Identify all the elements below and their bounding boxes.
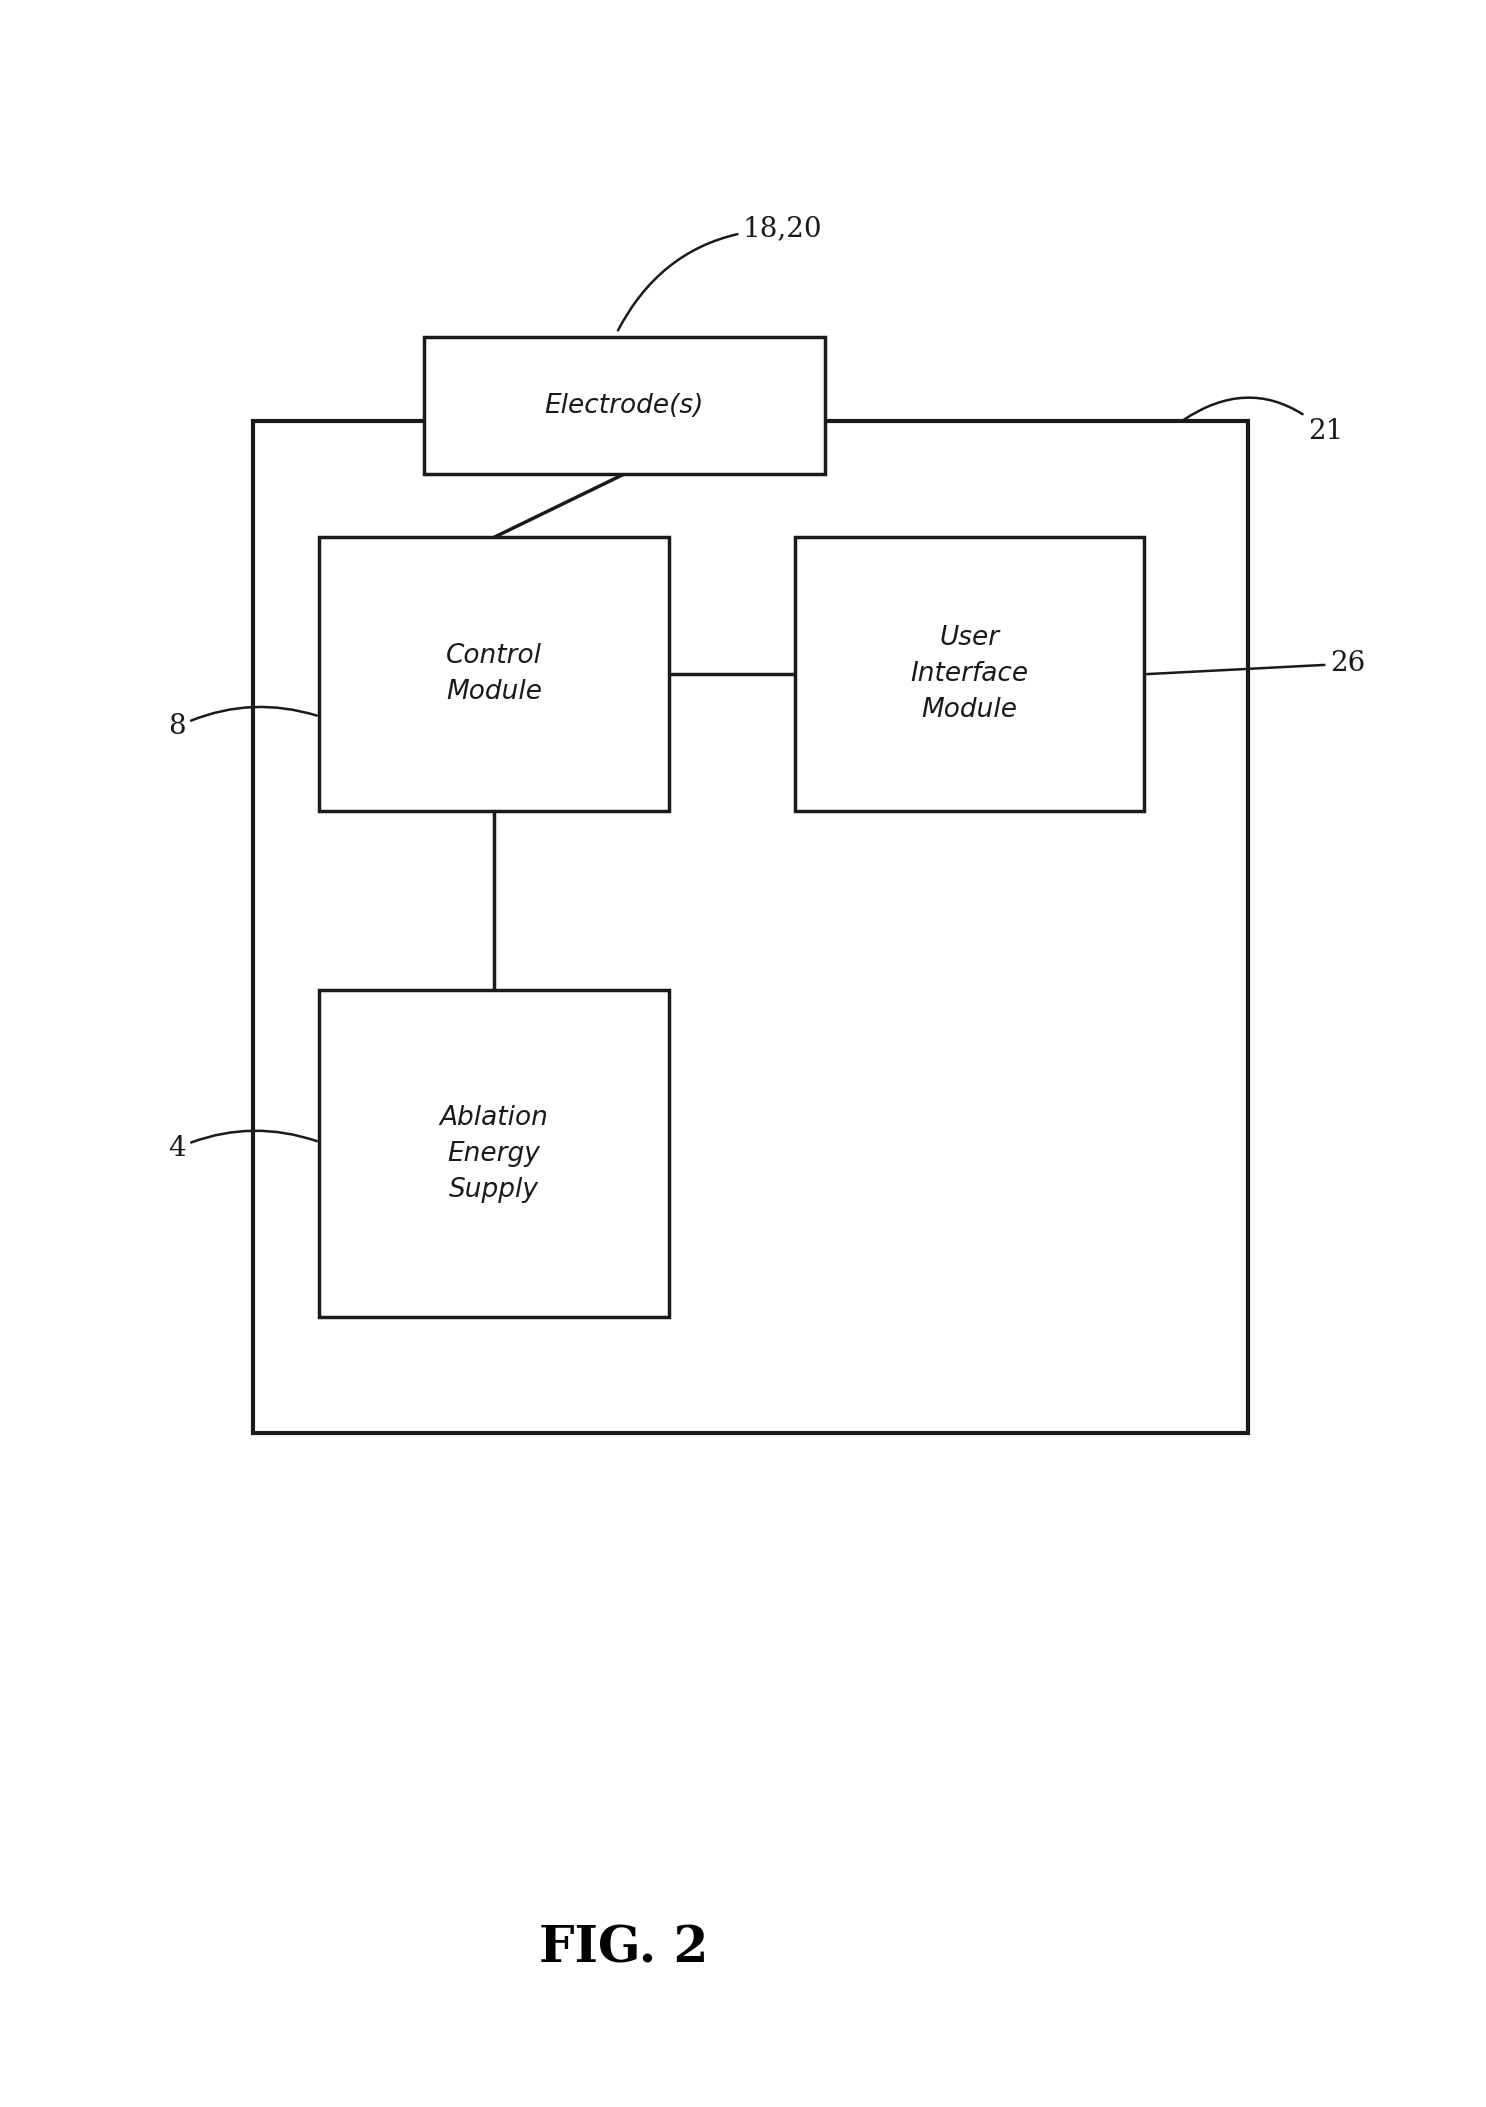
Text: Electrode(s): Electrode(s) <box>544 392 704 419</box>
Bar <box>795 537 1144 811</box>
Text: Control
Module: Control Module <box>446 643 542 706</box>
Text: 8: 8 <box>168 708 317 740</box>
Text: 18,20: 18,20 <box>618 215 823 331</box>
Bar <box>319 990 669 1317</box>
Text: User
Interface
Module: User Interface Module <box>911 626 1028 723</box>
Bar <box>253 421 1248 1433</box>
Text: 21: 21 <box>1184 398 1343 445</box>
Bar <box>424 337 825 474</box>
Text: Ablation
Energy
Supply: Ablation Energy Supply <box>440 1104 548 1203</box>
Text: FIG. 2: FIG. 2 <box>539 1924 709 1974</box>
Bar <box>319 537 669 811</box>
Text: 26: 26 <box>1147 651 1366 676</box>
Text: 4: 4 <box>168 1131 317 1161</box>
